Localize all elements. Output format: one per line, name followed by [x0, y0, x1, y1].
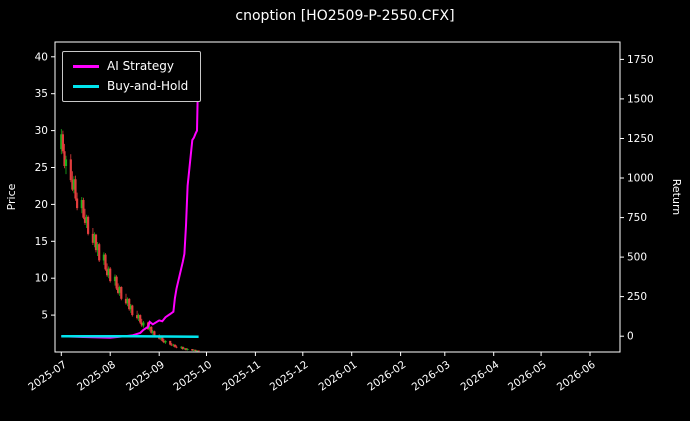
- date-tick-label: 2026-05: [506, 359, 549, 394]
- return-axis-label: Return: [670, 179, 683, 216]
- date-tick-label: 2026-02: [365, 359, 408, 394]
- return-tick-label: 1250: [627, 133, 654, 145]
- date-tick-label: 2026-04: [459, 358, 502, 393]
- date-tick-label: 2025-09: [124, 359, 167, 394]
- price-tick-label: 30: [35, 125, 48, 137]
- price-tick-label: 5: [41, 310, 48, 322]
- chart-title: cnoption [HO2509-P-2550.CFX]: [235, 8, 455, 24]
- legend-item-buy-and-hold: Buy-and-Hold: [73, 79, 188, 93]
- series-line: [61, 334, 199, 338]
- date-tick-label: 2026-06: [555, 358, 598, 393]
- return-tick-label: 1750: [627, 54, 654, 66]
- price-tick-label: 35: [35, 88, 48, 100]
- plot-frame: [54, 41, 621, 353]
- price-tick-label: 20: [35, 199, 48, 211]
- date-tick-label: 2025-08: [75, 359, 118, 394]
- price-tick-label: 15: [35, 236, 48, 248]
- date-tick-label: 2025-07: [26, 359, 69, 394]
- return-tick-label: 1000: [627, 173, 654, 185]
- ai-strategy-line-swatch: [73, 64, 99, 68]
- legend-label-ai-strategy: AI Strategy: [107, 59, 174, 73]
- return-tick-label: 750: [627, 212, 647, 224]
- date-tick-label: 2025-10: [171, 359, 214, 394]
- legend-label-buy-and-hold: Buy-and-Hold: [107, 79, 189, 94]
- date-tick-label: 2025-12: [268, 359, 311, 394]
- return-tick-label: 1500: [627, 93, 654, 105]
- return-tick-label: 500: [627, 252, 647, 264]
- candles-layer: [60, 129, 200, 352]
- date-tick-label: 2025-11: [220, 359, 263, 394]
- date-tick-label: 2026-01: [317, 359, 360, 394]
- price-tick-label: 40: [35, 51, 48, 63]
- legend-item-ai-strategy: AI Strategy: [73, 59, 188, 73]
- series-line: [61, 51, 200, 339]
- price-tick-label: 25: [35, 162, 48, 174]
- return-tick-label: 0: [627, 331, 634, 343]
- price-tick-label: 10: [35, 273, 48, 285]
- date-tick-label: 2026-03: [410, 359, 453, 394]
- price-axis-label: Price: [5, 183, 18, 210]
- return-tick-label: 250: [627, 291, 647, 303]
- legend: AI Strategy Buy-and-Hold: [62, 51, 202, 102]
- buy-and-hold-line-swatch: [73, 85, 99, 89]
